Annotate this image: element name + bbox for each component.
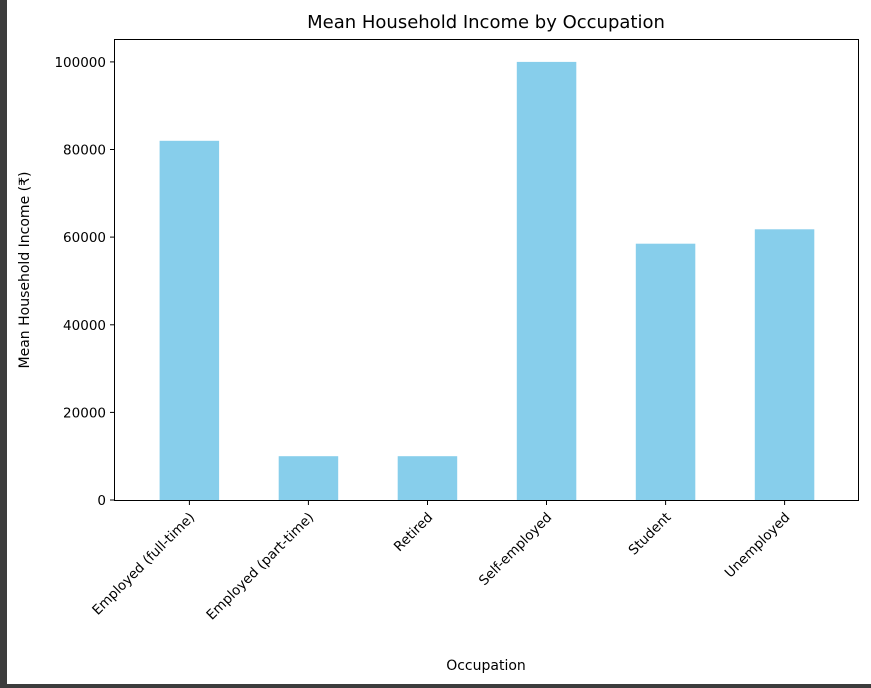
x-axis-label: Occupation: [446, 658, 526, 674]
y-tick-label: 60000: [63, 230, 106, 246]
x-tick-label: Retired: [391, 510, 436, 555]
x-tick-label: Employed (full-time): [89, 510, 198, 619]
bar-retired: [397, 456, 458, 500]
x-axis-ticks: Employed (full-time) Employed (part-time)…: [89, 500, 793, 623]
x-tick-label: Employed (part-time): [203, 510, 317, 624]
y-axis-label: Mean Household Income (₹): [17, 172, 33, 369]
x-tick-label: Student: [626, 510, 675, 559]
y-tick-label: 0: [97, 493, 106, 509]
figure-canvas: Mean Household Income by Occupation 0 200…: [7, 0, 871, 684]
bar-employed-full-time: [159, 140, 220, 501]
y-tick-label: 80000: [63, 143, 106, 159]
bar-employed-part-time: [278, 456, 339, 500]
bar-self-employed: [516, 61, 577, 501]
bar-student: [635, 243, 696, 500]
x-tick-label: Unemployed: [722, 510, 794, 582]
bar-chart: Mean Household Income by Occupation 0 200…: [17, 12, 859, 674]
chart-title: Mean Household Income by Occupation: [307, 12, 665, 33]
x-tick-label: Self-employed: [476, 510, 555, 589]
plot-area-frame: [114, 39, 859, 501]
bars-group: [159, 61, 815, 501]
y-axis-ticks: 0 20000 40000 60000 80000 100000: [54, 55, 115, 509]
y-tick-label: 100000: [54, 55, 106, 71]
y-tick-label: 20000: [63, 405, 106, 421]
bar-unemployed: [754, 229, 815, 501]
y-tick-label: 40000: [63, 318, 106, 334]
